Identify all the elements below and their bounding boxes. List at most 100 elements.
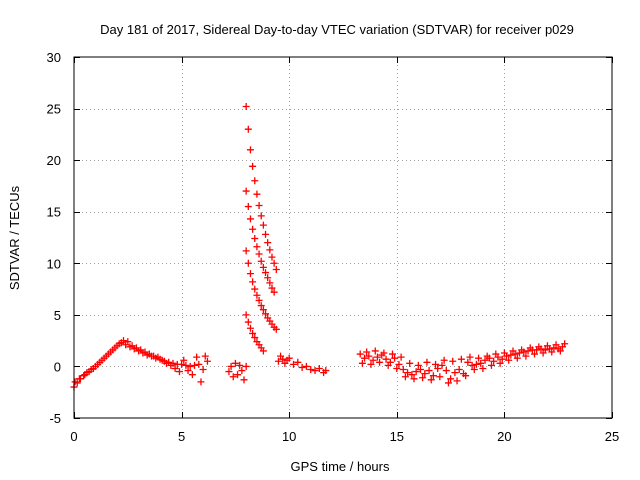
data-point	[178, 360, 186, 368]
data-point	[451, 369, 459, 377]
data-point	[246, 324, 254, 332]
y-axis-label: SDTVAR / TECUs	[7, 185, 22, 290]
data-point	[404, 369, 412, 377]
data-point	[272, 265, 280, 273]
data-point	[259, 347, 267, 355]
y-tick-label: 20	[47, 153, 61, 168]
axis-ticks	[74, 57, 613, 419]
data-point	[479, 364, 487, 372]
data-point	[518, 346, 526, 354]
data-point	[397, 353, 405, 361]
data-point	[429, 372, 437, 380]
data-point	[197, 378, 205, 386]
data-point	[399, 366, 407, 374]
data-points	[70, 103, 569, 391]
data-point	[311, 367, 319, 375]
data-point	[180, 356, 188, 364]
data-point	[393, 364, 401, 372]
data-point	[268, 284, 276, 292]
data-point	[444, 379, 452, 387]
data-point	[85, 368, 93, 376]
data-point	[186, 362, 194, 370]
data-point	[464, 358, 472, 366]
x-tick-label: 20	[497, 429, 511, 444]
data-point	[384, 361, 392, 369]
data-point	[75, 375, 83, 383]
data-point	[154, 353, 162, 361]
data-point	[242, 311, 250, 319]
data-point	[388, 350, 396, 358]
data-point	[244, 318, 252, 326]
data-point	[246, 146, 254, 154]
data-point	[268, 253, 276, 261]
data-point	[257, 212, 265, 220]
data-point	[457, 355, 465, 363]
data-point	[242, 362, 250, 370]
data-point	[251, 285, 259, 293]
data-point	[561, 340, 569, 348]
x-tick-label: 25	[605, 429, 619, 444]
data-point	[227, 362, 235, 370]
data-point	[188, 371, 196, 379]
y-tick-label: 0	[54, 359, 61, 374]
data-point	[414, 361, 422, 369]
data-point	[158, 356, 166, 364]
data-point	[490, 357, 498, 365]
data-point	[432, 360, 440, 368]
data-point	[406, 359, 414, 367]
data-point	[253, 190, 261, 198]
data-point	[107, 348, 115, 356]
y-tick-label: 10	[47, 256, 61, 271]
data-point	[453, 377, 461, 385]
data-point	[470, 366, 478, 374]
data-point	[167, 361, 175, 369]
data-point	[255, 250, 263, 258]
data-point	[307, 366, 315, 374]
data-point	[244, 259, 252, 267]
data-point	[184, 367, 192, 375]
data-point	[150, 352, 158, 360]
data-point	[548, 348, 556, 356]
data-point	[419, 374, 427, 382]
data-point	[259, 221, 267, 229]
x-tick-label: 5	[178, 429, 185, 444]
data-point	[507, 351, 515, 359]
data-point	[425, 367, 433, 375]
data-point	[535, 343, 543, 351]
data-point	[128, 342, 136, 350]
data-point	[119, 337, 127, 345]
data-point	[182, 361, 190, 369]
data-point	[266, 246, 274, 254]
y-tick-label: 30	[47, 50, 61, 65]
data-point	[255, 296, 263, 304]
data-point	[462, 372, 470, 380]
data-point	[249, 278, 257, 286]
data-point	[556, 347, 564, 355]
data-point	[427, 376, 435, 384]
data-point	[371, 347, 379, 355]
data-point	[234, 371, 242, 379]
data-point	[492, 350, 500, 358]
data-point	[255, 202, 263, 210]
data-point	[270, 288, 278, 296]
data-point	[391, 354, 399, 362]
data-point	[251, 177, 259, 185]
data-point	[251, 334, 259, 342]
data-point	[259, 306, 267, 314]
data-point	[498, 355, 506, 363]
data-point	[71, 378, 79, 386]
data-point	[367, 360, 375, 368]
data-point	[468, 361, 476, 369]
data-point	[509, 347, 517, 355]
data-point	[447, 375, 455, 383]
data-point	[191, 361, 199, 369]
data-point	[505, 356, 513, 364]
data-point	[369, 356, 377, 364]
data-point	[455, 366, 463, 374]
y-tick-label: 15	[47, 205, 61, 220]
data-point	[229, 373, 237, 381]
data-point	[358, 359, 366, 367]
data-point	[376, 358, 384, 366]
chart-title: Day 181 of 2017, Sidereal Day-to-day VTE…	[100, 22, 574, 37]
